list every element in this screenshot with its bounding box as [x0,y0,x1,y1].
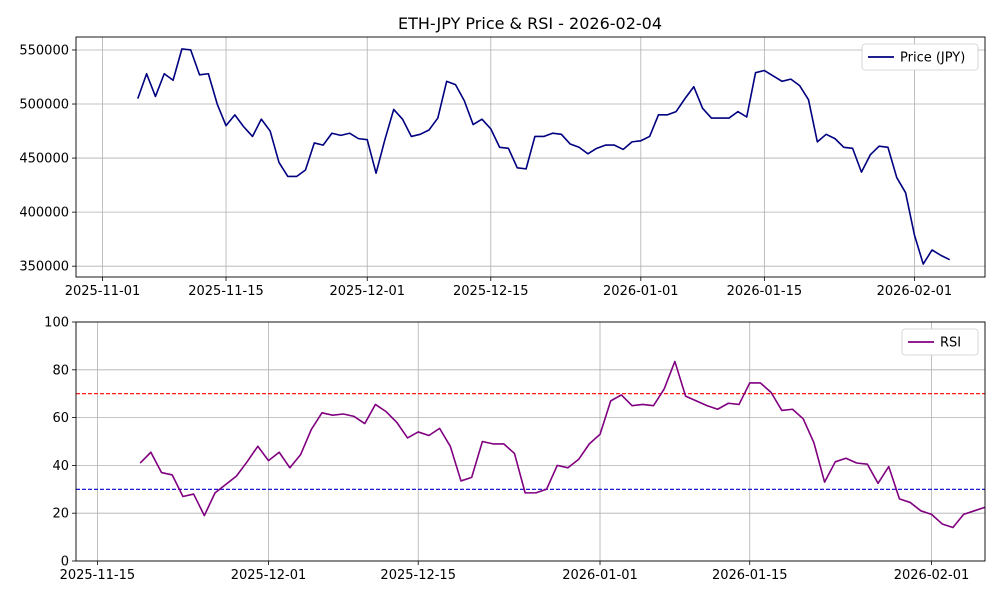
x-tick-label: 2026-01-15 [712,568,788,583]
y-tick-label: 0 [61,555,69,570]
x-tick-label: 2026-02-01 [877,284,953,299]
x-tick-label: 2025-11-15 [188,284,264,299]
series-line [139,360,986,529]
x-tick-label: 2025-12-15 [380,568,456,583]
x-tick-label: 2026-02-01 [894,568,970,583]
x-tick-label: 2025-11-15 [60,568,136,583]
y-tick-label: 60 [52,411,69,426]
x-tick-label: 2025-12-01 [231,568,307,583]
y-tick-label: 450000 [19,152,69,167]
x-tick-label: 2026-01-15 [727,284,803,299]
chart-title: ETH-JPY Price & RSI - 2026-02-04 [398,14,662,33]
legend-label: RSI [940,336,961,351]
plot-frame [75,36,986,278]
legend-box [901,328,979,356]
y-tick-label: 350000 [19,260,69,275]
y-tick-label: 20 [52,507,69,522]
x-tick-label: 2025-12-01 [329,284,405,299]
y-tick-label: 400000 [19,206,69,221]
series-line [137,48,951,265]
x-tick-label: 2026-01-01 [603,284,679,299]
legend: Price (JPY) [861,43,979,71]
panel-1: 2025-11-01 2025-11-15 2025-12-01 2025-12-15… [19,36,986,299]
x-tick-label: 2025-11-01 [65,284,141,299]
y-tick-label: 100 [44,316,69,331]
x-tick-label: 2025-12-15 [453,284,529,299]
y-tick-label: 40 [52,459,69,474]
y-tick-label: 500000 [19,98,69,113]
legend-box [861,43,979,71]
plot-frame [75,321,986,562]
legend: RSI [901,328,979,356]
y-tick-label: 550000 [19,43,69,58]
panel-2: 2025-11-15 2025-12-01 2025-12-15 2026-01-01… [44,316,986,583]
x-tick-label: 2026-01-01 [562,568,638,583]
y-tick-label: 80 [52,363,69,378]
legend-label: Price (JPY) [900,51,965,66]
